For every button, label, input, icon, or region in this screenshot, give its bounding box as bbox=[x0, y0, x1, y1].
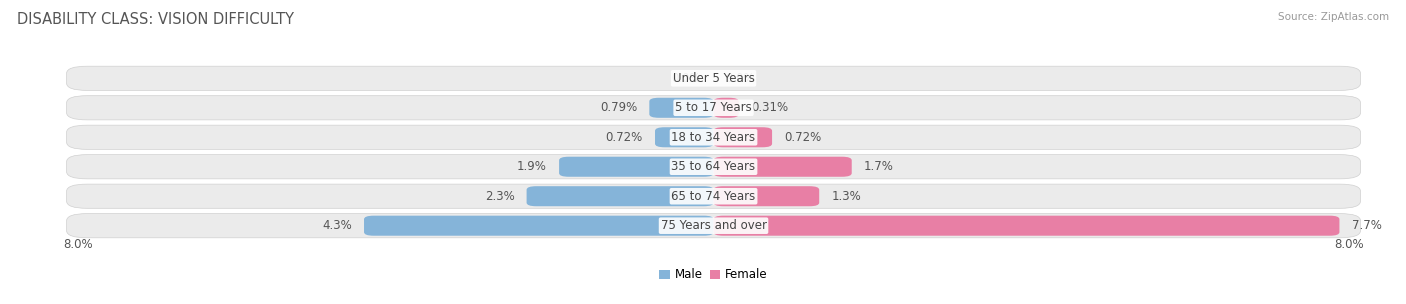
Text: 75 Years and over: 75 Years and over bbox=[661, 219, 766, 232]
FancyBboxPatch shape bbox=[560, 157, 713, 177]
FancyBboxPatch shape bbox=[713, 98, 738, 118]
Text: 0.72%: 0.72% bbox=[606, 131, 643, 144]
Text: 8.0%: 8.0% bbox=[63, 238, 93, 251]
Text: Source: ZipAtlas.com: Source: ZipAtlas.com bbox=[1278, 12, 1389, 22]
FancyBboxPatch shape bbox=[66, 125, 1361, 149]
FancyBboxPatch shape bbox=[650, 98, 713, 118]
Text: 4.3%: 4.3% bbox=[322, 219, 352, 232]
Text: 5 to 17 Years: 5 to 17 Years bbox=[675, 101, 752, 114]
Legend: Male, Female: Male, Female bbox=[655, 264, 772, 286]
FancyBboxPatch shape bbox=[713, 127, 772, 147]
Text: 0.72%: 0.72% bbox=[785, 131, 821, 144]
FancyBboxPatch shape bbox=[66, 155, 1361, 179]
FancyBboxPatch shape bbox=[66, 66, 1361, 90]
Text: 0.31%: 0.31% bbox=[751, 101, 787, 114]
FancyBboxPatch shape bbox=[713, 186, 820, 206]
Text: 7.7%: 7.7% bbox=[1351, 219, 1382, 232]
Text: Under 5 Years: Under 5 Years bbox=[672, 72, 755, 85]
Text: 0.0%: 0.0% bbox=[672, 72, 702, 85]
FancyBboxPatch shape bbox=[713, 216, 1340, 236]
Text: 1.9%: 1.9% bbox=[517, 160, 547, 173]
Text: 1.3%: 1.3% bbox=[831, 190, 860, 203]
Text: 2.3%: 2.3% bbox=[485, 190, 515, 203]
FancyBboxPatch shape bbox=[364, 216, 713, 236]
FancyBboxPatch shape bbox=[66, 184, 1361, 208]
Text: 0.79%: 0.79% bbox=[600, 101, 637, 114]
FancyBboxPatch shape bbox=[527, 186, 713, 206]
FancyBboxPatch shape bbox=[655, 127, 713, 147]
Text: 1.7%: 1.7% bbox=[863, 160, 894, 173]
Text: 35 to 64 Years: 35 to 64 Years bbox=[672, 160, 755, 173]
FancyBboxPatch shape bbox=[66, 214, 1361, 238]
Text: 65 to 74 Years: 65 to 74 Years bbox=[672, 190, 755, 203]
Text: DISABILITY CLASS: VISION DIFFICULTY: DISABILITY CLASS: VISION DIFFICULTY bbox=[17, 12, 294, 27]
Text: 8.0%: 8.0% bbox=[1334, 238, 1364, 251]
FancyBboxPatch shape bbox=[713, 157, 852, 177]
Text: 0.0%: 0.0% bbox=[725, 72, 755, 85]
Text: 18 to 34 Years: 18 to 34 Years bbox=[672, 131, 755, 144]
FancyBboxPatch shape bbox=[66, 96, 1361, 120]
